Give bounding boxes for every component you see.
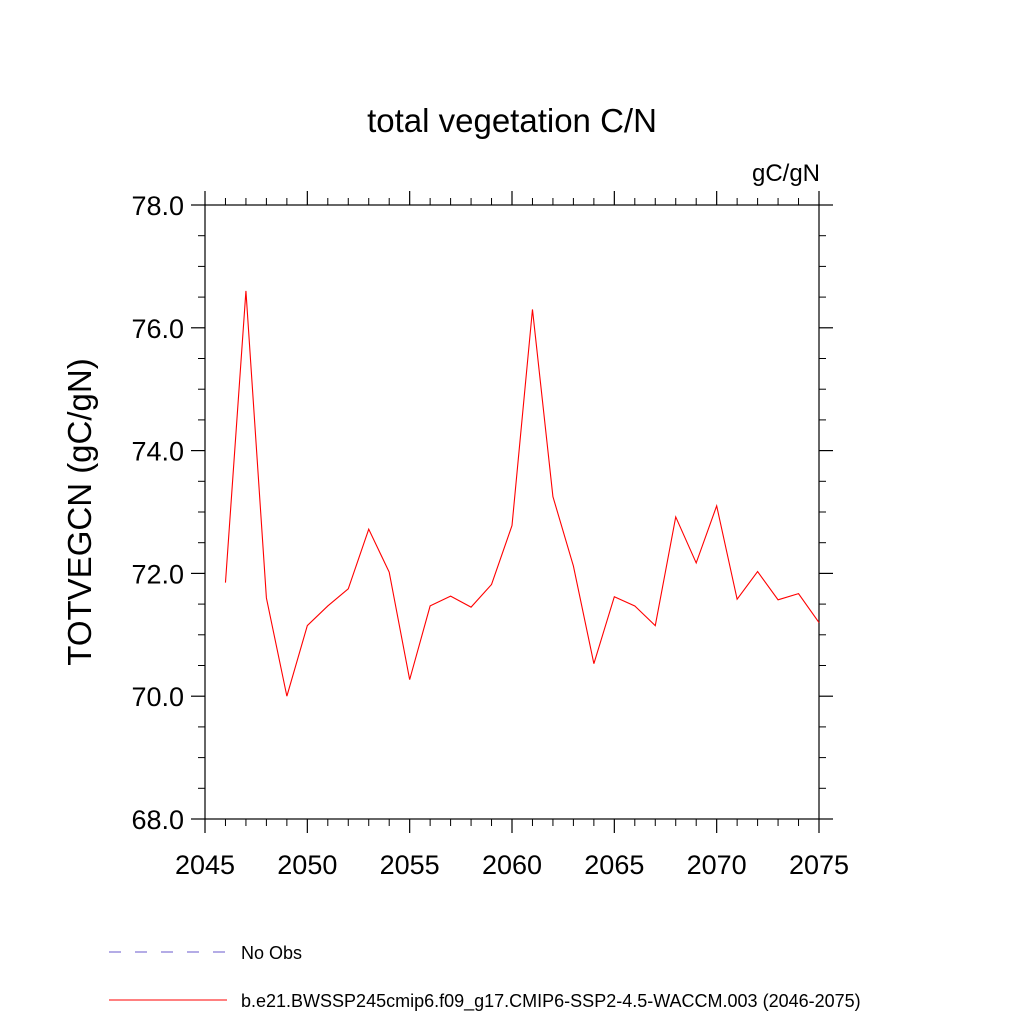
legend: No Obs b.e21.BWSSP245cmip6.f09_g17.CMIP6… (109, 943, 861, 1012)
x-tick-label: 2050 (277, 850, 337, 880)
y-axis: 68.0 70.0 72.0 74.0 76.0 78.0 (131, 191, 833, 835)
y-tick-label: 68.0 (131, 805, 184, 835)
x-tick-label: 2075 (789, 850, 849, 880)
plot-frame (204, 204, 820, 820)
legend-label-no-obs: No Obs (241, 943, 302, 963)
y-tick-label: 74.0 (131, 437, 184, 467)
chart-title: total vegetation C/N (367, 102, 657, 139)
x-tick-label: 2065 (584, 850, 644, 880)
x-tick-label: 2060 (482, 850, 542, 880)
x-tick-label: 2070 (687, 850, 747, 880)
legend-label-model-run: b.e21.BWSSP245cmip6.f09_g17.CMIP6-SSP2-4… (241, 991, 861, 1012)
x-tick-label: 2055 (380, 850, 440, 880)
x-axis: 2045 2050 2055 2060 2065 2070 2075 (175, 191, 849, 880)
y-axis-label: TOTVEGCN (gC/gN) (61, 358, 98, 665)
y-tick-label: 76.0 (131, 314, 184, 344)
series-line (224, 290, 820, 697)
plot-area (224, 290, 820, 697)
x-tick-label: 2045 (175, 850, 235, 880)
y-tick-label: 78.0 (131, 191, 184, 221)
y-tick-label: 72.0 (131, 559, 184, 589)
units-label: gC/gN (752, 160, 820, 187)
y-tick-label: 70.0 (131, 682, 184, 712)
